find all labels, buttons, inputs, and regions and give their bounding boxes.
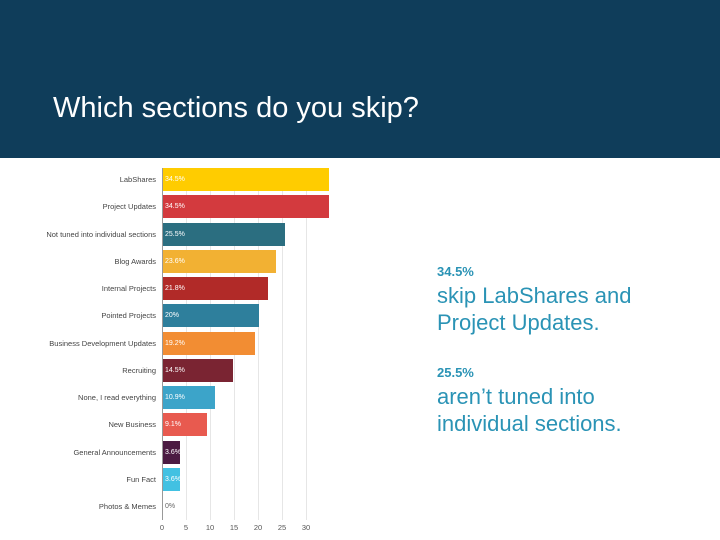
- category-label: Fun Fact: [126, 474, 156, 484]
- category-label: None, I read everything: [78, 393, 156, 402]
- annotation-text: aren’t tuned into individual sections.: [437, 384, 622, 436]
- category-label: Project Updates: [102, 202, 156, 212]
- bar: [163, 222, 286, 246]
- bar: [163, 413, 207, 437]
- bar: [163, 440, 181, 464]
- bar: [163, 358, 233, 382]
- bar: [163, 195, 329, 219]
- value-label: 23.6%: [165, 257, 185, 265]
- value-label: 14.5%: [165, 366, 185, 374]
- value-label: 19.2%: [165, 339, 185, 347]
- x-tick-label: 10: [205, 523, 215, 532]
- grid-line: [282, 168, 283, 520]
- value-label: 21.8%: [165, 285, 185, 292]
- bar: [163, 386, 216, 409]
- annotation-stat: 25.5%: [437, 365, 474, 380]
- x-tick-label: 30: [301, 523, 311, 532]
- category-label: Blog Awards: [114, 256, 156, 266]
- bar: [163, 304, 259, 328]
- category-label: Business Development Updates: [49, 338, 156, 348]
- bar: [163, 168, 329, 191]
- annotation: 25.5% aren’t tuned into individual sectio…: [437, 365, 697, 437]
- category-label: LabShares: [119, 175, 156, 184]
- category-label: Not tuned into individual sections: [46, 229, 156, 239]
- annotation-text: skip LabShares and Project Updates.: [437, 283, 632, 335]
- value-label: 34.5%: [165, 176, 185, 183]
- value-label: 0%: [165, 503, 176, 510]
- annotation: 34.5% skip LabShares and Project Updates.: [437, 264, 697, 336]
- category-label: Photos & Memes: [98, 502, 156, 511]
- bar: [163, 467, 181, 491]
- value-label: 10.9%: [165, 394, 185, 401]
- bar: [163, 249, 277, 273]
- grid-line: [258, 168, 259, 520]
- value-label: 20%: [165, 312, 180, 320]
- x-tick-label: 5: [183, 523, 189, 532]
- header: [0, 0, 720, 158]
- x-tick-label: 20: [253, 523, 263, 532]
- value-label: 9.1%: [165, 421, 181, 429]
- bar: [163, 331, 256, 355]
- grid-line: [306, 168, 307, 520]
- category-label: Recruiting: [122, 365, 156, 375]
- value-label: 3.6%: [165, 475, 181, 483]
- x-tick-label: 0: [159, 523, 165, 532]
- category-label: New Business: [108, 420, 156, 430]
- bar: [163, 277, 268, 300]
- slide-title: Which sections do you skip?: [53, 92, 419, 124]
- category-label: Internal Projects: [101, 284, 156, 293]
- category-label: Pointed Projects: [101, 311, 156, 321]
- annotation-stat: 34.5%: [437, 264, 474, 279]
- value-label: 25.5%: [165, 230, 185, 238]
- x-tick-label: 25: [277, 523, 287, 532]
- value-label: 34.5%: [165, 203, 185, 211]
- category-label: General Announcements: [73, 447, 156, 457]
- value-label: 3.6%: [165, 448, 181, 456]
- x-tick-label: 15: [229, 523, 239, 532]
- y-axis: [162, 168, 163, 520]
